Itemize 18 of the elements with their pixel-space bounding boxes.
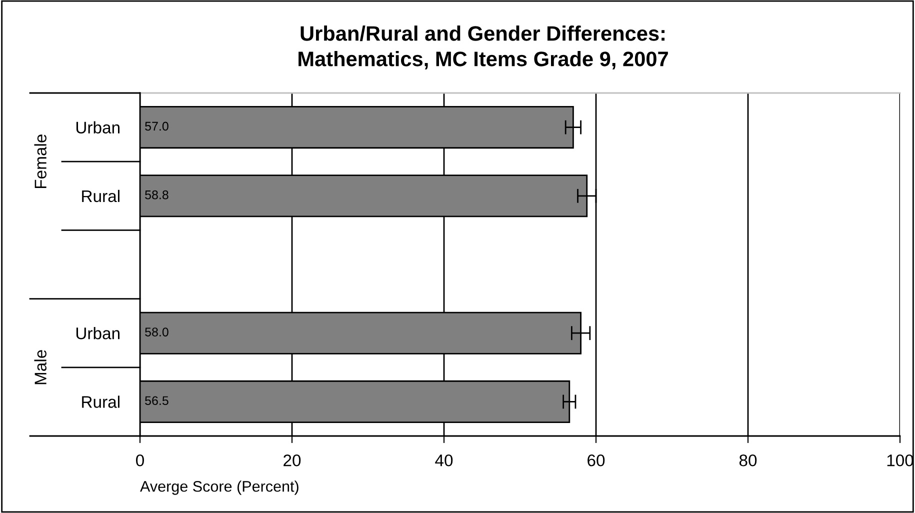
y-tick-label: Rural bbox=[82, 396, 120, 408]
x-tick-label: 40 bbox=[435, 454, 453, 466]
text: Female bbox=[34, 134, 46, 188]
y-tick-label: Urban bbox=[76, 327, 120, 340]
x-axis-title: Averge Score (Percent) bbox=[140, 480, 298, 495]
data-label: 56.5 bbox=[145, 396, 168, 406]
x-tick-label: 60 bbox=[588, 454, 605, 466]
text: Male bbox=[34, 350, 46, 384]
y-tick-label: Urban bbox=[76, 121, 120, 134]
data-label: 57.0 bbox=[145, 122, 168, 131]
chart-title: Urban/Rural and Gender Differences: Mathematics, MC Items Grade 9, 2007 bbox=[298, 26, 668, 70]
y-tick-label: Rural bbox=[82, 190, 120, 202]
data-label: 58.0 bbox=[145, 328, 168, 336]
data-label: 58.8 bbox=[145, 190, 168, 200]
x-tick-label: 80 bbox=[739, 454, 757, 466]
x-tick-label: 100 bbox=[887, 454, 914, 466]
x-tick-label: 0 bbox=[136, 454, 144, 466]
x-tick-label: 20 bbox=[284, 454, 301, 466]
